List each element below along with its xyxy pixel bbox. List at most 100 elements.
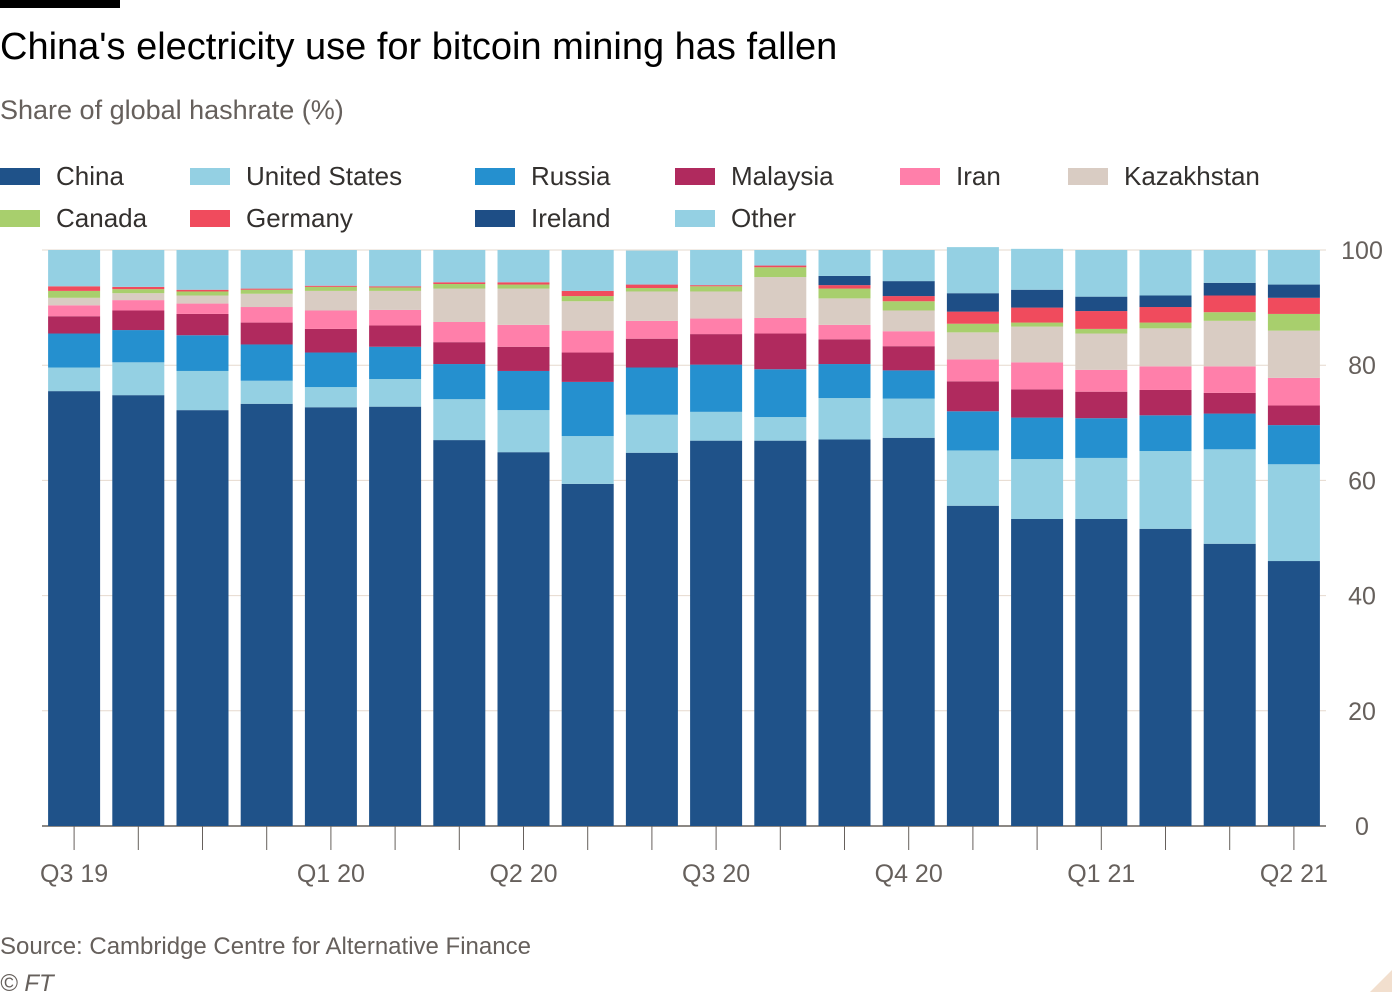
legend-swatch — [190, 209, 230, 227]
bar-segment — [946, 381, 999, 412]
bar-segment — [882, 331, 935, 347]
bar-segment — [176, 291, 229, 296]
bar-segment — [561, 296, 614, 302]
bar-segment — [754, 369, 807, 418]
bar-segment — [882, 301, 935, 311]
copyright-note: © FT — [0, 970, 54, 997]
bar-segment — [754, 333, 807, 370]
bar-segment — [946, 247, 999, 294]
legend-swatch — [900, 167, 940, 185]
bar-segment — [497, 452, 550, 826]
bar-segment — [112, 330, 165, 363]
bar-segment — [818, 398, 871, 440]
legend-label: Germany — [246, 202, 353, 233]
bar-segment — [48, 305, 101, 317]
bar-segment — [1011, 322, 1064, 327]
bar-segment — [1267, 561, 1320, 826]
legend-item: Canada — [0, 200, 147, 236]
bar-segment — [1075, 391, 1128, 419]
legend-item: Malaysia — [675, 158, 834, 194]
bar-segment — [433, 364, 486, 400]
legend-label: Other — [731, 202, 797, 233]
legend-swatch — [190, 167, 230, 185]
bar-segment — [112, 300, 165, 311]
bar-segment — [433, 283, 486, 289]
bar-segment — [754, 317, 807, 334]
bar-segment — [1139, 322, 1192, 329]
bar-segment — [818, 285, 871, 289]
x-tick-label: Q2 20 — [489, 860, 557, 888]
bar-segment — [240, 322, 293, 345]
y-tick-label: 40 — [1348, 583, 1376, 611]
bar-segment — [946, 323, 999, 333]
bar-segment — [1139, 415, 1192, 452]
bar-segment — [625, 250, 678, 285]
bar-segment — [240, 344, 293, 381]
bar-segment — [1139, 451, 1192, 529]
bar-segment — [690, 250, 743, 286]
bar-segment — [561, 330, 614, 353]
x-tick-label: Q1 21 — [1067, 860, 1135, 888]
x-tick-label: Q3 19 — [40, 860, 108, 888]
bar-segment — [112, 289, 165, 294]
bar-segment — [882, 398, 935, 438]
bar-segment — [240, 293, 293, 308]
bar-segment — [946, 332, 999, 360]
bar-segment — [1203, 543, 1256, 826]
bar-segment — [1011, 389, 1064, 418]
bar-segment — [1203, 312, 1256, 321]
bar-segment — [625, 338, 678, 368]
bar-segment — [48, 367, 101, 392]
bar-segment — [369, 379, 422, 407]
bar-segment — [1011, 326, 1064, 363]
bar-segment — [1139, 328, 1192, 367]
bar-segment — [690, 334, 743, 365]
bar-segment — [818, 439, 871, 826]
bar-segment — [818, 298, 871, 325]
bar-segment — [112, 293, 165, 301]
bar-segment — [433, 399, 486, 441]
bar-segment — [433, 288, 486, 322]
bar-segment — [818, 275, 871, 286]
legend-label: Malaysia — [731, 160, 834, 191]
bar-segment — [1011, 459, 1064, 519]
bar-segment — [690, 286, 743, 292]
bar-segment — [1139, 295, 1192, 308]
bar-segment — [561, 250, 614, 291]
bar-segment — [304, 250, 357, 286]
bar-segment — [1011, 518, 1064, 826]
bar-segment — [1267, 425, 1320, 465]
bar-segment — [690, 411, 743, 441]
bar-segment — [176, 410, 229, 826]
x-tick-label: Q4 20 — [875, 860, 943, 888]
bar-segment — [1203, 392, 1256, 414]
y-tick-label: 60 — [1348, 467, 1376, 495]
bar-segment — [1139, 307, 1192, 323]
legend-label: United States — [246, 160, 403, 191]
bar-segment — [690, 285, 743, 287]
stacked-bar-chart: 0 20 40 60 80 100 Q3 19 Q1 20 Q2 20 Q3 20 Q4 20 Q1 … — [40, 240, 1383, 888]
bar-segment — [240, 288, 293, 290]
bar-segment — [946, 359, 999, 382]
bar-segment — [48, 297, 101, 306]
bar-segment — [112, 395, 165, 826]
bar-segment — [240, 403, 293, 826]
bar-segment — [625, 414, 678, 453]
bar-segment — [304, 387, 357, 408]
bar-segment — [1203, 282, 1256, 296]
bar-segment — [625, 288, 678, 292]
bar-segment — [433, 342, 486, 365]
bar-segment — [690, 318, 743, 335]
bar-segment — [433, 250, 486, 283]
bar-segment — [561, 301, 614, 331]
bar-segment — [882, 281, 935, 297]
bar-segment — [48, 391, 101, 826]
legend-item: United States — [190, 158, 402, 194]
bar-segment — [176, 250, 229, 290]
bar-segment — [304, 285, 357, 287]
bar-segment — [497, 324, 550, 347]
bar-segment — [1075, 457, 1128, 519]
corner-fold-icon — [1370, 970, 1392, 992]
legend-label: China — [56, 160, 124, 191]
bar-segment — [176, 370, 229, 411]
